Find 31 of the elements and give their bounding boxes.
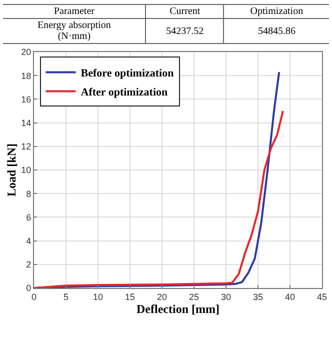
y-tick-label: 18 bbox=[21, 70, 32, 81]
y-axis-title: Load [kN] bbox=[4, 143, 18, 197]
x-tick-label: 45 bbox=[316, 292, 328, 302]
x-tick-label: 10 bbox=[92, 292, 104, 302]
y-tick-label: 10 bbox=[21, 165, 32, 176]
y-tick-label: 20 bbox=[21, 47, 32, 58]
legend-label: After optimization bbox=[80, 86, 168, 99]
line-series bbox=[34, 110, 284, 288]
x-tick-label: 35 bbox=[252, 292, 264, 302]
text: Current bbox=[146, 4, 224, 18]
x-tick-label: 15 bbox=[124, 292, 136, 302]
y-tick-label: 12 bbox=[21, 142, 32, 152]
text: Optimization bbox=[224, 4, 329, 18]
legend-label: Before optimization bbox=[80, 68, 174, 80]
text: Parameter bbox=[3, 4, 146, 18]
text: 54845.86 bbox=[224, 18, 329, 44]
y-tick-label: 8 bbox=[26, 188, 32, 199]
text: 54237.52 bbox=[146, 18, 224, 44]
x-tick-label: 5 bbox=[63, 292, 69, 302]
x-tick-label: 40 bbox=[284, 292, 296, 302]
x-tick-label: 30 bbox=[220, 292, 232, 302]
text: Energy absorption (N·mm) bbox=[3, 18, 146, 44]
y-tick-label: 4 bbox=[26, 236, 32, 246]
x-tick-label: 20 bbox=[156, 292, 168, 302]
y-tick-label: 14 bbox=[21, 118, 32, 128]
y-tick-label: 2 bbox=[26, 260, 32, 270]
y-tick-label: 16 bbox=[21, 94, 32, 104]
y-tick-label: 6 bbox=[26, 212, 32, 222]
x-tick-label: 25 bbox=[188, 292, 200, 302]
y-tick-label: 0 bbox=[26, 283, 32, 294]
x-axis-title: Deflection [mm] bbox=[136, 302, 220, 316]
